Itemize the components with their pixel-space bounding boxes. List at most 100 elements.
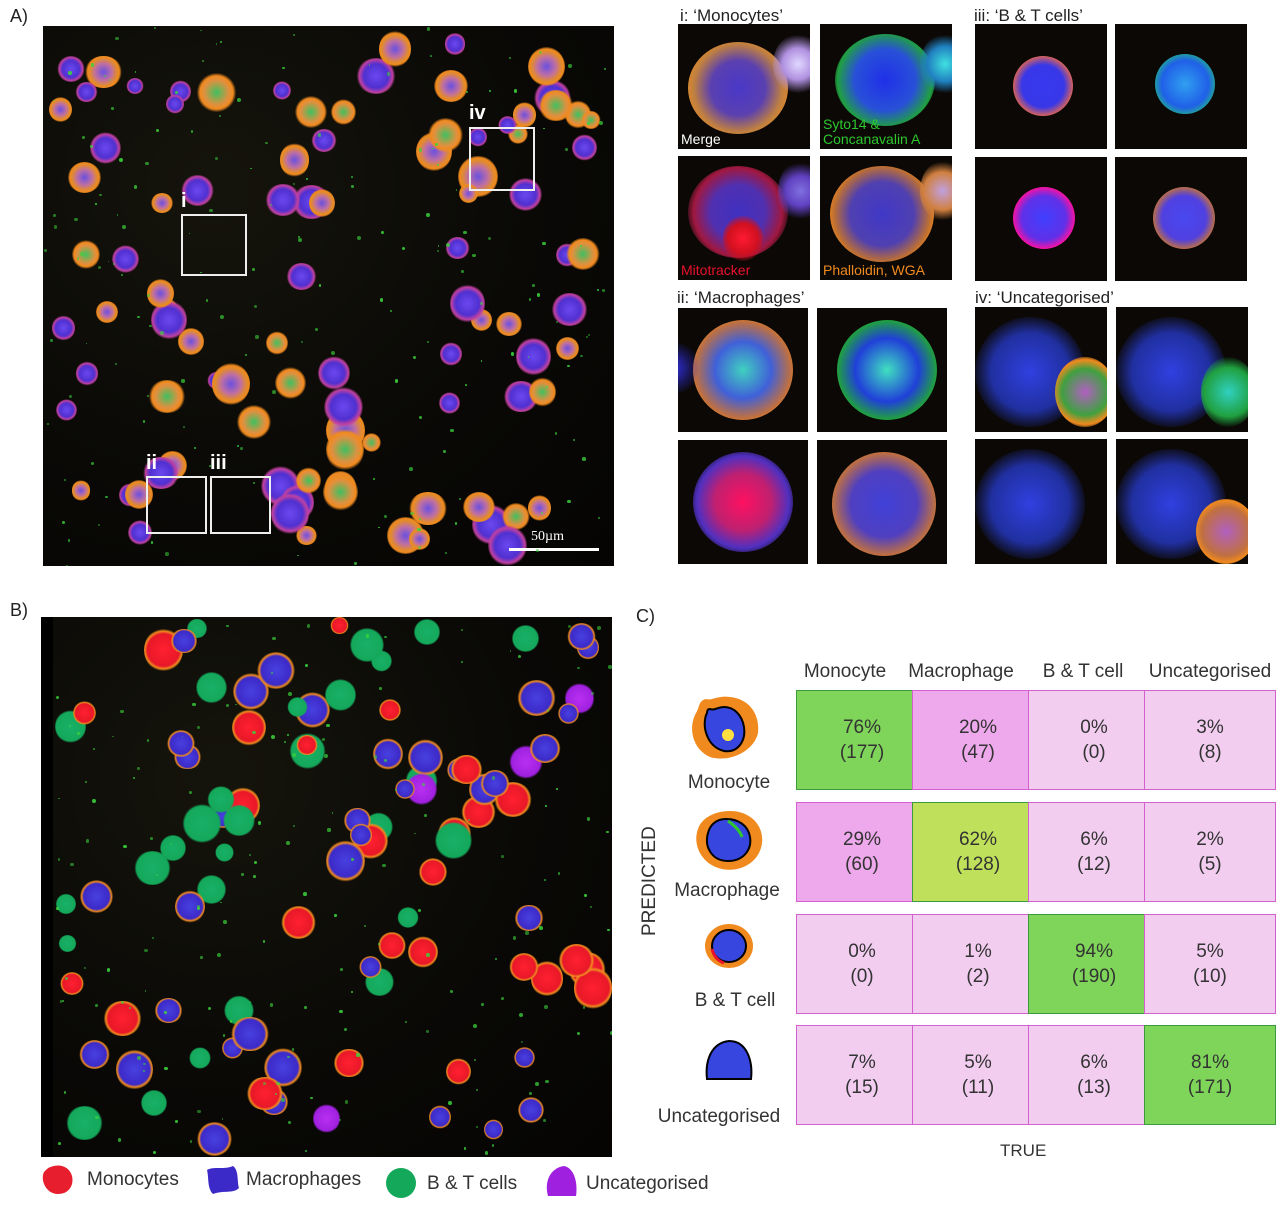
confusion-cell-count: (128) [955,854,1001,875]
subpanel-ii-merge [678,308,808,432]
legend-label-bt-cells: B & T cells [427,1173,518,1194]
confusion-cell-percent: 1% [964,941,992,962]
legend-label-uncategorised: Uncategorised [586,1173,709,1194]
confusion-cell-count: (0) [1082,742,1106,763]
roi-label-iii: iii [210,452,227,474]
channel-label-mito: Mitotracker [681,262,751,278]
subpanel-i-merge: Merge [678,24,810,149]
column-header-uncategorised: Uncategorised [1148,661,1272,682]
confusion-cell-r2-c2: 62% (128) [912,802,1044,902]
legend-swatch-bt-cells [386,1168,416,1198]
confusion-cell-percent: 76% [842,717,882,738]
confusion-cell-r2-c1: 29% (60) [796,802,928,902]
confusion-cell-percent: 94% [1074,941,1114,962]
subpanel-iii-phalloidin [1115,157,1247,281]
confusion-cell-percent: 0% [848,941,876,962]
confusion-cell-count: (12) [1077,854,1111,875]
subpanel-i-mito: Mitotracker [678,156,810,280]
subpanel-iv-phalloidin [1116,439,1248,564]
row-header-macrophage: Macrophage [674,880,780,901]
confusion-cell-r4-c3: 6% (13) [1028,1025,1160,1125]
row-header-monocyte: Monocyte [687,772,771,793]
legend-swatch-monocytes [42,1165,73,1194]
row-icon-uncategorised [705,1039,753,1080]
column-header-bt-cell: B & T cell [1042,661,1124,682]
legend-label-macrophages: Macrophages [246,1169,362,1190]
subpanel-title-i: i: ‘Monocytes’ [680,6,783,25]
subpanel-i-phalloidin: Phalloidin, WGA [820,156,952,280]
confusion-cell-count: (15) [845,1077,879,1098]
confusion-cell-r4-c4: 81% (171) [1144,1025,1276,1125]
subpanel-iv-merge [975,307,1107,432]
confusion-cell-count: (177) [839,742,885,763]
legend-label-monocytes: Monocytes [87,1169,179,1190]
confusion-cell-percent: 29% [842,829,882,850]
panel-letter-b: B) [10,600,28,620]
subpanel-title-iii: iii: ‘B & T cells’ [974,6,1083,25]
confusion-cell-count: (47) [961,742,995,763]
roi-label-i: i [181,190,187,212]
subpanel-title-iv: iv: ‘Uncategorised’ [975,288,1114,307]
row-icon-monocyte [692,696,759,759]
channel-label-phalloidin: Phalloidin, WGA [823,262,925,278]
confusion-cell-r1-c1: 76% (177) [796,690,928,790]
confusion-cell-percent: 0% [1080,717,1108,738]
subpanel-ii-mito [678,440,808,564]
confusion-cell-count: (0) [850,966,874,987]
scale-bar-label: 50µm [531,529,564,544]
x-axis-label: TRUE [1000,1141,1047,1160]
confusion-cell-count: (190) [1071,966,1117,987]
confusion-cell-count: (11) [961,1077,995,1098]
confusion-cell-percent: 6% [1080,1052,1108,1073]
confusion-cell-count: (5) [1198,854,1222,875]
confusion-cell-percent: 62% [958,829,998,850]
subpanel-iv-syto [1116,307,1248,432]
row-icon-bt-cell [705,924,753,968]
confusion-cell-percent: 7% [848,1052,876,1073]
confusion-cell-r3-c2: 1% (2) [912,914,1044,1014]
confusion-cell-r1-c4: 3% (8) [1144,690,1276,790]
channel-label-syto: Syto14 & Concanavalin A [823,116,921,147]
scale-bar [509,548,599,551]
confusion-cell-percent: 3% [1196,717,1224,738]
legend-swatch-macrophages [207,1166,239,1194]
roi-label-ii: ii [146,452,158,474]
confusion-cell-percent: 5% [1196,941,1224,962]
confusion-cell-percent: 2% [1196,829,1224,850]
subpanel-iii-mito [975,157,1107,281]
confusion-cell-r3-c4: 5% (10) [1144,914,1276,1014]
roi-box-iii [210,476,271,534]
subpanel-iv-mito [975,439,1107,564]
roi-box-i [181,214,247,276]
confusion-cell-percent: 81% [1190,1052,1230,1073]
micrograph-panel-b [41,617,612,1157]
roi-box-ii [146,476,207,534]
confusion-cell-count: (2) [966,966,990,987]
confusion-cell-count: (8) [1198,742,1222,763]
confusion-cell-r2-c4: 2% (5) [1144,802,1276,902]
column-header-macrophage: Macrophage [908,661,1014,682]
confusion-cell-percent: 20% [958,717,998,738]
subpanel-title-ii: ii: ‘Macrophages’ [677,288,805,307]
row-icon-macrophage [696,811,763,870]
subpanel-iii-syto [1115,24,1247,149]
confusion-cell-percent: 6% [1080,829,1108,850]
confusion-cell-r1-c2: 20% (47) [912,690,1044,790]
panel-letter-c: C) [636,606,655,626]
confusion-cell-r1-c3: 0% (0) [1028,690,1160,790]
subpanel-iii-merge [975,24,1107,149]
column-header-monocyte: Monocyte [803,661,887,682]
confusion-cell-count: (13) [1077,1077,1111,1098]
confusion-cell-count: (10) [1193,966,1227,987]
confusion-cell-r2-c3: 6% (12) [1028,802,1160,902]
confusion-cell-r3-c3: 94% (190) [1028,914,1160,1014]
panel-letter-a: A) [10,6,28,26]
confusion-cell-count: (171) [1187,1077,1233,1098]
subpanel-ii-phalloidin [817,440,947,564]
channel-label-merge: Merge [681,131,721,147]
row-header-uncategorised: Uncategorised [657,1106,781,1127]
confusion-cell-r3-c1: 0% (0) [796,914,928,1014]
micrograph-panel-a: i ii iii iv 50µm [43,26,614,566]
subpanel-ii-syto [817,308,947,432]
roi-label-iv: iv [469,102,486,124]
